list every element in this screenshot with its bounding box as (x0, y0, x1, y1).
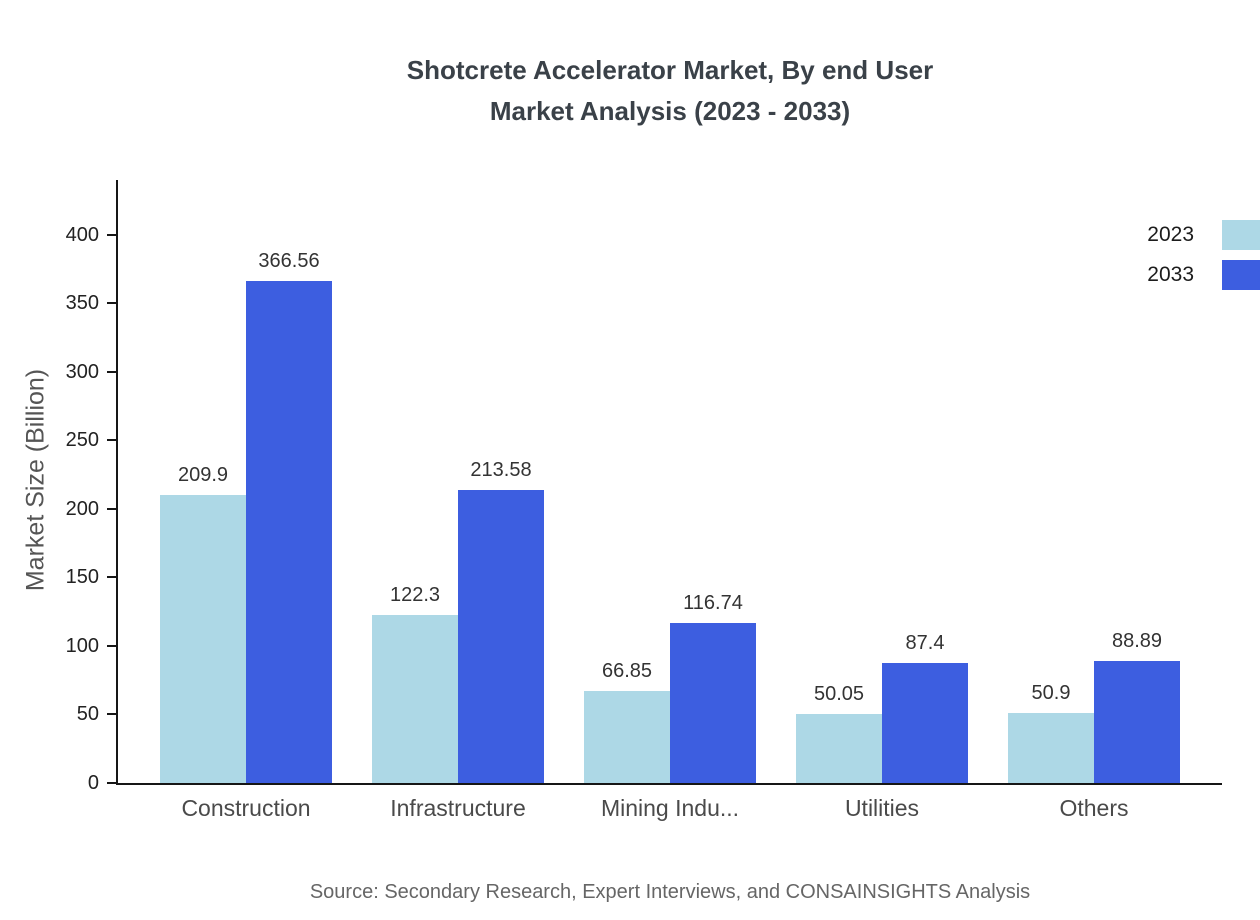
bar-2033-utilities (882, 663, 968, 783)
bar-value-label: 213.58 (470, 459, 532, 482)
source-note: Source: Secondary Research, Expert Inter… (309, 881, 1031, 903)
x-tick-label: Construction (181, 795, 311, 821)
y-axis-title: Market Size (Billion) (21, 368, 50, 592)
y-tick-mark (107, 713, 116, 716)
bar-value-label: 366.56 (258, 249, 320, 272)
bar-2033-construction (246, 280, 332, 783)
legend-swatch-2023 (1222, 220, 1260, 250)
legend-item-2033: 2033 (1147, 260, 1260, 290)
y-tick-mark (107, 302, 116, 305)
bar-value-label: 50.05 (813, 683, 865, 706)
y-tick-mark (107, 576, 116, 579)
y-tick-label: 150 (65, 566, 99, 589)
x-tick-label: Infrastructure (390, 795, 526, 821)
chart-title: Shotcrete Accelerator Market, By end Use… (80, 50, 1260, 132)
chart-title-line2: Market Analysis (2023 - 2033) (489, 96, 851, 126)
y-tick-label: 0 (87, 772, 99, 794)
bar-2033-mining-indu- (670, 623, 756, 783)
y-tick-mark (107, 507, 116, 510)
x-tick-label: Utilities (844, 795, 920, 821)
bar-value-label: 88.89 (1111, 630, 1163, 653)
x-tick-label: Others (1059, 795, 1129, 821)
bar-2023-utilities (796, 714, 882, 783)
x-axis-line (116, 783, 1222, 785)
legend-item-2023: 2023 (1147, 220, 1260, 250)
bar-value-label: 116.74 (683, 592, 743, 615)
legend-label-2023: 2023 (1147, 223, 1194, 246)
bar-2023-infrastructure (372, 615, 458, 783)
y-tick-label: 200 (65, 497, 99, 520)
legend-swatch-2033 (1222, 260, 1260, 290)
bar-value-label: 66.85 (601, 660, 653, 683)
y-tick-label: 100 (65, 634, 99, 657)
y-tick-mark (107, 439, 116, 442)
legend-label-2033: 2033 (1147, 263, 1194, 286)
y-axis-line (116, 180, 118, 785)
y-tick-label: 300 (65, 360, 99, 383)
y-tick-label: 350 (65, 292, 99, 315)
bar-2033-others (1094, 661, 1180, 783)
plot-area: 209.9 366.56 Construction 122.3 213.58 Infras… (66, 180, 1222, 821)
bar-value-label: 87.4 (905, 632, 945, 655)
y-tick-mark (107, 233, 116, 236)
bar-value-label: 50.9 (1031, 682, 1071, 705)
legend: 2023 2033 (1147, 220, 1260, 300)
y-tick-mark (107, 644, 116, 647)
y-tick-mark (107, 782, 116, 784)
x-tick-label: Mining Indu... (600, 795, 740, 821)
bar-2023-mining-indu- (584, 691, 670, 783)
bar-2033-infrastructure (458, 490, 544, 783)
y-tick-mark (107, 370, 116, 373)
bar-2023-others (1008, 713, 1094, 783)
y-tick-label: 250 (65, 429, 99, 452)
bar-value-label: 209.9 (177, 464, 229, 487)
bar-value-label: 122.3 (389, 584, 441, 607)
y-tick-label: 50 (76, 703, 99, 726)
chart-title-line1: Shotcrete Accelerator Market, By end Use… (406, 55, 934, 85)
y-tick-label: 400 (65, 223, 99, 246)
bar-2023-construction (160, 495, 246, 783)
